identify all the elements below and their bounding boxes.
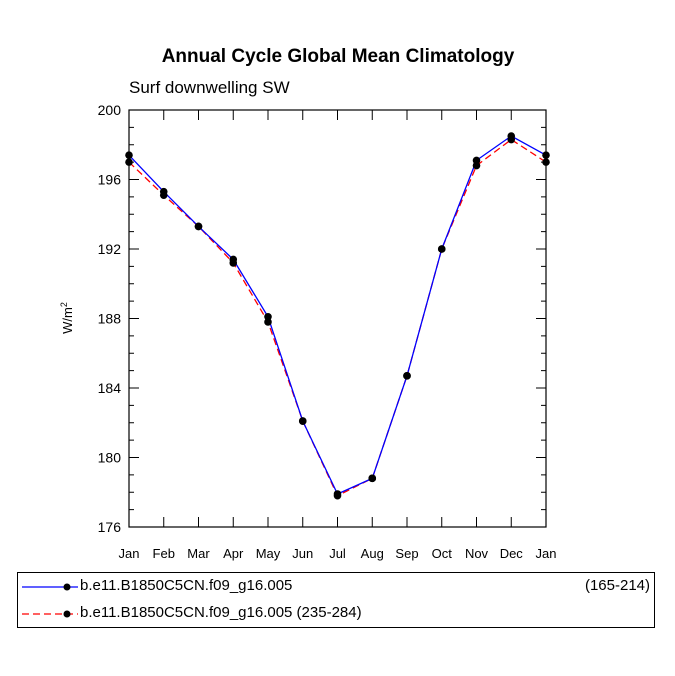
y-tick-label: 200: [98, 102, 122, 118]
legend: b.e11.B1850C5CN.f09_g16.005 (165-214) b.…: [17, 572, 655, 628]
y-tick-label: 180: [98, 450, 122, 466]
x-tick-labels: Jan Feb Mar Apr May Jun Jul Aug Sep Oct Nov Dec Jan: [119, 546, 557, 561]
series-1-point: [368, 474, 377, 483]
x-tick-label: Jan: [536, 546, 557, 561]
series-1-point: [437, 245, 446, 253]
series-2-point: [472, 161, 481, 170]
x-tick-label: Jan: [119, 546, 140, 561]
series-1-point: [507, 132, 516, 140]
y-tick-label: 188: [98, 311, 122, 327]
x-tick-label: May: [256, 546, 281, 561]
x-tick-label: Aug: [361, 546, 384, 561]
y-axis-label: W/m2: [59, 302, 75, 334]
y-tick-label: 176: [98, 519, 122, 535]
series-1-point: [403, 372, 411, 380]
series-line-2: [128, 138, 547, 497]
plot-frame: [128, 109, 547, 528]
y-axis-label-text: W/m: [60, 307, 75, 334]
y-axis-label-superscript: 2: [59, 302, 69, 307]
legend-swatch-series-1: [22, 583, 78, 591]
legend-item-series-1: b.e11.B1850C5CN.f09_g16.005 (165-214): [18, 574, 654, 600]
x-tick-label: Jul: [329, 546, 346, 561]
legend-swatch-series-2: [22, 610, 78, 618]
series-1-point: [333, 490, 342, 498]
x-tick-label: Mar: [187, 546, 210, 561]
series-1-point: [264, 312, 272, 321]
series-1-point: [159, 187, 168, 196]
chart-title: Annual Cycle Global Mean Climatology: [162, 46, 515, 67]
x-tick-label: Feb: [153, 546, 175, 561]
y-tick-label: 196: [98, 172, 122, 188]
x-tick-label: Nov: [465, 546, 489, 561]
x-tick-label: Sep: [395, 546, 418, 561]
series-2-point: [264, 318, 272, 326]
series-1-point: [472, 156, 481, 165]
series-layer: [125, 132, 550, 500]
series-line-1: [128, 135, 547, 495]
series-1-point: [298, 417, 307, 425]
y-tick-label: 192: [98, 241, 122, 257]
legend-item-series-2: b.e11.B1850C5CN.f09_g16.005 (235-284): [18, 601, 654, 627]
y-tick-label: 184: [98, 380, 122, 396]
legend-label-series-1: b.e11.B1850C5CN.f09_g16.005: [80, 577, 293, 594]
x-tick-label: Dec: [500, 546, 524, 561]
x-tick-label: Apr: [223, 546, 244, 561]
axis-ticks: [128, 109, 547, 528]
legend-range-series-1: (165-214): [584, 577, 650, 594]
series-1-point: [194, 222, 203, 231]
legend-label-series-2: b.e11.B1850C5CN.f09_g16.005 (235-284): [80, 604, 362, 621]
x-tick-label: Jun: [292, 546, 313, 561]
x-tick-label: Oct: [432, 546, 453, 561]
series-1-point: [229, 255, 238, 264]
chart-subtitle: Surf downwelling SW: [129, 78, 290, 97]
y-tick-labels: 176 180 184 188 192 196 200: [98, 102, 122, 535]
